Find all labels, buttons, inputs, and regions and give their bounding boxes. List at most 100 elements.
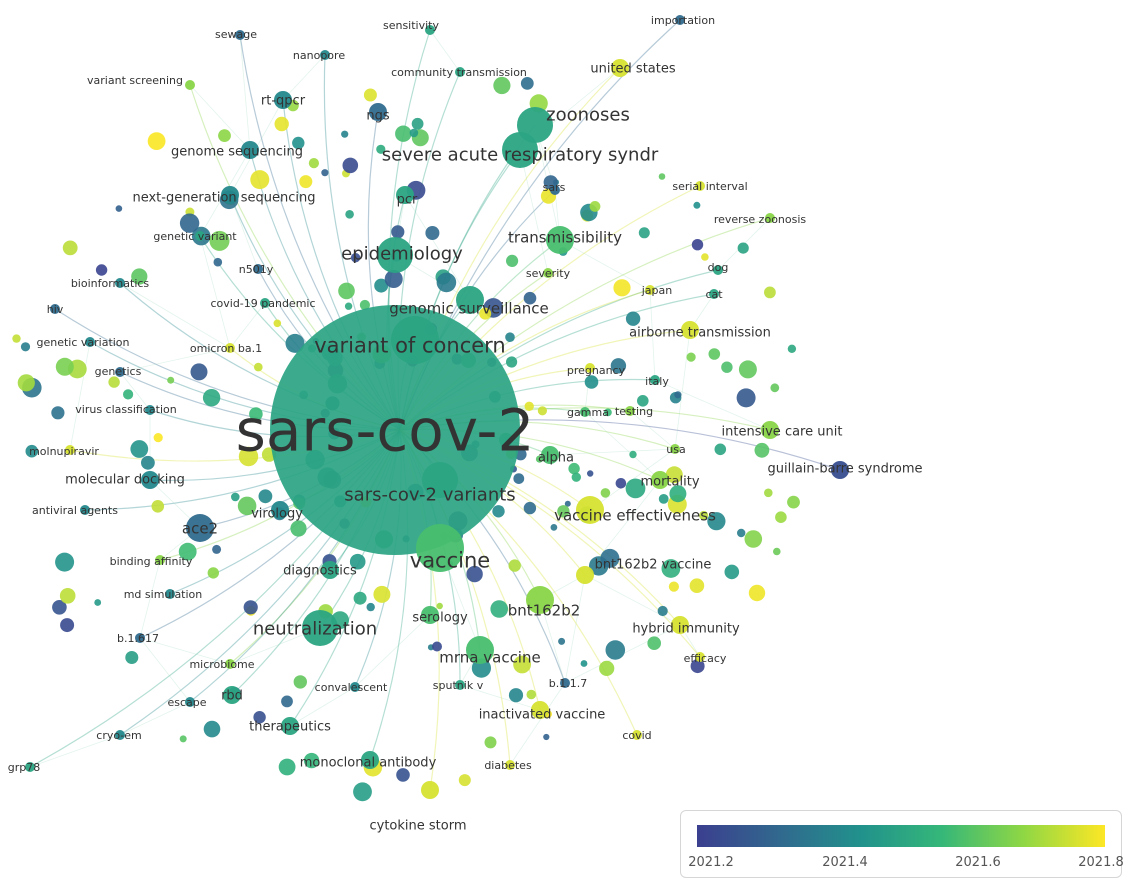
node-neutralization[interactable] <box>302 610 338 646</box>
node-next-generation-sequencing[interactable] <box>221 186 239 204</box>
minor-node <box>55 357 74 376</box>
edge <box>459 684 541 711</box>
node-severity[interactable] <box>543 268 553 278</box>
node-airborne-transmission[interactable] <box>681 321 699 339</box>
node-genetics[interactable] <box>115 367 125 377</box>
node-md-simulation[interactable] <box>165 589 175 599</box>
label-b-1-617: b.1.617 <box>117 632 159 645</box>
label-diagnostics: diagnostics <box>283 564 357 579</box>
node-japan[interactable] <box>645 285 655 295</box>
node-importation[interactable] <box>675 15 685 25</box>
edge <box>189 84 251 151</box>
node-convalescent[interactable] <box>350 682 360 692</box>
edge <box>139 637 191 703</box>
node-testing[interactable] <box>625 406 635 416</box>
node-vaccine-effectiveness[interactable] <box>576 496 604 524</box>
node-variant-of-concern[interactable] <box>391 316 439 364</box>
node-bnt162b2-vaccine[interactable] <box>576 566 594 584</box>
minor-node <box>466 565 483 583</box>
legend-tick: 2021.4 <box>822 855 868 870</box>
node-covid[interactable] <box>632 730 642 740</box>
label-ace2: ace2 <box>182 519 218 537</box>
minor-node <box>520 77 534 90</box>
node-molnupiravir[interactable] <box>65 445 75 455</box>
node-hybrid-immunity[interactable] <box>671 616 689 634</box>
node-virus-classification[interactable] <box>145 405 155 415</box>
node-serial-interval[interactable] <box>695 181 705 191</box>
node-cat[interactable] <box>709 289 719 299</box>
node-community-transmission[interactable] <box>455 67 465 77</box>
node-nanopore[interactable] <box>320 50 330 60</box>
label-italy: italy <box>645 375 669 388</box>
node-intensive-care-unit[interactable] <box>761 421 779 439</box>
node-diabetes[interactable] <box>505 760 515 770</box>
node-sars-cov-2[interactable] <box>270 305 520 555</box>
node-rbd[interactable] <box>223 686 241 704</box>
node-microbiome[interactable] <box>225 659 235 669</box>
node-sars[interactable] <box>550 185 560 195</box>
node-monoclonal-antibody[interactable] <box>361 751 379 769</box>
label-antiviral-agents: antiviral agents <box>32 504 118 517</box>
node-transmissibility[interactable] <box>546 226 574 254</box>
node-omicron-ba-1[interactable] <box>225 343 235 353</box>
node-sensitivity[interactable] <box>425 25 435 35</box>
node-bioinformatics[interactable] <box>115 278 125 288</box>
node-mortality[interactable] <box>651 471 669 489</box>
node-genetic-variation[interactable] <box>85 337 95 347</box>
node-antiviral-agents[interactable] <box>80 505 90 515</box>
minor-node <box>249 407 263 421</box>
node-sputnik-v[interactable] <box>455 680 465 690</box>
node-cytokine-storm[interactable] <box>421 781 439 799</box>
node-ngs[interactable] <box>369 103 387 121</box>
edge <box>559 239 651 291</box>
node-escape[interactable] <box>185 697 195 707</box>
node-molecular-docking[interactable] <box>141 471 159 489</box>
node-pregnancy[interactable] <box>585 363 595 373</box>
node-b-1-617[interactable] <box>135 633 145 643</box>
label-severe-acute-respiratory-syndr: severe acute respiratory syndr <box>382 144 659 165</box>
node-covid-19-pandemic[interactable] <box>260 298 270 308</box>
node-dog[interactable] <box>713 265 723 275</box>
node-usa[interactable] <box>670 444 680 454</box>
node-inactivated-vaccine[interactable] <box>531 701 549 719</box>
node-n501y[interactable] <box>253 264 263 274</box>
node-therapeutics[interactable] <box>281 717 299 735</box>
minor-node <box>775 511 787 523</box>
node-sewage[interactable] <box>235 30 245 40</box>
node-sars-cov-2-variants[interactable] <box>422 462 458 498</box>
node-pcr[interactable] <box>396 186 414 204</box>
node-united-states[interactable] <box>611 59 629 77</box>
minor-node <box>714 443 727 456</box>
node-serology[interactable] <box>421 606 439 624</box>
node-genome-sequencing[interactable] <box>241 141 259 159</box>
node-diagnostics[interactable] <box>321 561 339 579</box>
node-reverse-zoonosis[interactable] <box>765 213 775 223</box>
node-grp78[interactable] <box>25 762 35 772</box>
node-italy[interactable] <box>650 375 660 385</box>
node-efficacy[interactable] <box>695 652 705 662</box>
node-hiv[interactable] <box>50 304 60 314</box>
node-virology[interactable] <box>271 501 289 519</box>
node-genomic-surveillance[interactable] <box>456 286 484 314</box>
node-bnt162b2[interactable] <box>526 586 554 614</box>
minor-node <box>686 352 696 362</box>
label-community-transmission: community transmission <box>391 66 527 79</box>
node-rt-qpcr[interactable] <box>274 91 292 109</box>
node-vaccine[interactable] <box>416 524 464 572</box>
label-cat: cat <box>705 288 723 301</box>
node-ace2[interactable] <box>186 514 214 542</box>
node-alpha[interactable] <box>541 446 559 464</box>
node-variant-screening[interactable] <box>185 80 195 90</box>
node-zoonoses[interactable] <box>517 107 553 143</box>
node-binding-affinity[interactable] <box>155 555 165 565</box>
node-epidemiology[interactable] <box>377 237 413 273</box>
minor-node <box>571 472 581 482</box>
node-guillain-barre-syndrome[interactable] <box>831 461 849 479</box>
node-cryo-em[interactable] <box>115 730 125 740</box>
minor-node <box>209 230 230 251</box>
node-mrna-vaccine[interactable] <box>466 636 494 664</box>
label-next-generation-sequencing: next-generation sequencing <box>132 191 315 206</box>
node-gamma[interactable] <box>580 407 590 417</box>
node-b-1-1-7[interactable] <box>560 678 570 688</box>
node-genetic-variant[interactable] <box>195 231 205 241</box>
